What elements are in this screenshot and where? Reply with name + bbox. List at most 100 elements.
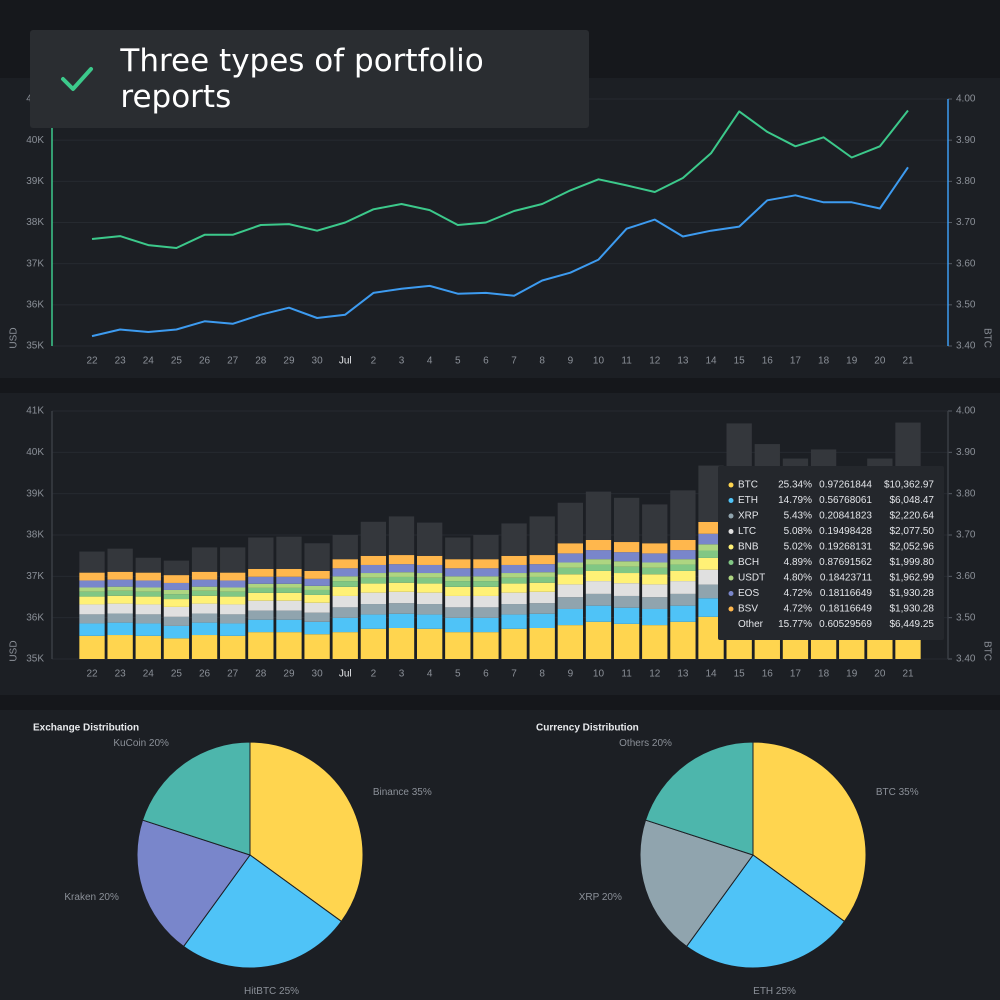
bar-segment	[248, 610, 274, 620]
bar-segment	[642, 574, 668, 585]
y-tick-label: 39K	[26, 488, 44, 499]
tooltip-cell: 0.18423711	[820, 573, 873, 584]
bar-segment	[416, 573, 443, 578]
bar-segment	[220, 604, 246, 615]
bar-segment	[163, 638, 190, 659]
bar-segment	[445, 586, 471, 596]
bar-segment	[670, 605, 696, 622]
bar-segment	[248, 576, 274, 584]
x-tick-label: 20	[874, 669, 886, 680]
pie-slice	[141, 741, 251, 856]
line-panel	[0, 78, 1000, 378]
bar-segment	[191, 547, 218, 572]
x-tick-label: 11	[621, 669, 632, 680]
bar-segment	[79, 591, 105, 597]
tooltip-cell: 25.34%	[778, 480, 812, 491]
tooltip-cell: 5.02%	[784, 542, 812, 553]
y-tick-label: 36K	[26, 299, 44, 310]
bar-segment	[557, 543, 584, 554]
x-tick-label: 29	[283, 356, 295, 367]
y2-tick-label: 3.60	[956, 571, 976, 582]
y2-tick-label: 3.70	[956, 530, 976, 541]
bar-segment	[248, 600, 274, 611]
bar-segment	[698, 544, 724, 551]
tooltip-cell: 0.97261844	[819, 480, 872, 491]
x-tick-label: 27	[227, 356, 239, 367]
x-tick-label: 7	[511, 356, 517, 367]
bar-segment	[473, 581, 499, 587]
bar-segment	[529, 576, 555, 583]
bar-segment	[107, 635, 133, 659]
legend-dot	[728, 575, 734, 581]
y2-tick-label: 3.50	[956, 612, 976, 623]
bar-segment	[360, 592, 387, 605]
y-tick-label: 38K	[26, 530, 44, 541]
bar-segment	[107, 603, 133, 614]
bar-segment	[135, 572, 161, 581]
bar-segment	[191, 579, 218, 587]
bar-segment	[220, 580, 246, 588]
bar-segment	[670, 550, 696, 560]
y2-tick-label: 3.80	[956, 488, 976, 499]
bar-segment	[276, 536, 302, 569]
bar-segment	[163, 582, 190, 590]
bar-segment	[220, 547, 246, 573]
pie-slice	[752, 741, 867, 923]
bar-segment	[698, 584, 724, 599]
bar-segment	[585, 491, 612, 540]
x-tick-label: 13	[677, 669, 689, 680]
x-tick-label: 22	[86, 669, 98, 680]
x-tick-label: 25	[171, 356, 183, 367]
x-tick-label: 28	[255, 356, 267, 367]
bar-segment	[135, 623, 161, 636]
bar-segment	[501, 614, 527, 629]
y-tick-label: 36K	[26, 612, 44, 623]
bar-segment	[220, 596, 246, 605]
x-tick-label: 7	[511, 669, 517, 680]
bar-segment	[332, 559, 358, 569]
bar-segment	[613, 497, 640, 543]
x-tick-label: 12	[649, 356, 661, 367]
bar-segment	[332, 595, 358, 608]
bar-segment	[529, 564, 555, 573]
bar-segment	[304, 589, 330, 595]
tooltip-name: ETH	[738, 495, 758, 506]
bar-segment	[220, 572, 246, 581]
bar-segment	[276, 600, 302, 611]
bar-segment	[445, 537, 471, 560]
tooltip-name: LTC	[738, 526, 756, 537]
bar-segment	[613, 552, 640, 562]
legend-dot	[728, 544, 734, 550]
bar-segment	[642, 567, 668, 575]
bar-segment	[135, 587, 161, 592]
bar-segment	[276, 592, 302, 601]
bar-segment	[304, 612, 330, 622]
x-tick-label: 16	[762, 669, 774, 680]
bar-segment	[191, 595, 218, 604]
y-tick-label: 37K	[26, 571, 44, 582]
bar-segment	[304, 594, 330, 603]
y2-axis-label: BTC	[981, 328, 992, 348]
bar-segment	[248, 592, 274, 601]
bar-segment	[79, 551, 105, 573]
bar-segment	[304, 621, 330, 635]
bar-segment	[445, 595, 471, 608]
tooltip-name: USDT	[738, 573, 765, 584]
tooltip-cell: 0.20841823	[819, 511, 872, 522]
bar-segment	[163, 560, 190, 576]
bar-segment	[191, 586, 218, 591]
bar-segment	[388, 564, 415, 573]
tooltip-cell: $2,077.50	[890, 526, 935, 537]
bar-segment	[585, 550, 612, 560]
tooltip-name: Other	[738, 619, 764, 630]
bar-segment	[698, 557, 724, 570]
bar-segment	[248, 568, 274, 577]
bar-segment	[642, 543, 668, 554]
x-tick-label: 6	[483, 669, 489, 680]
x-tick-label: 10	[593, 356, 605, 367]
tooltip-cell: 0.18116649	[820, 588, 873, 599]
x-tick-label: 4	[427, 669, 433, 680]
x-tick-label: 4	[427, 356, 433, 367]
bar-segment	[698, 598, 724, 617]
y-tick-label: 40K	[26, 447, 44, 458]
